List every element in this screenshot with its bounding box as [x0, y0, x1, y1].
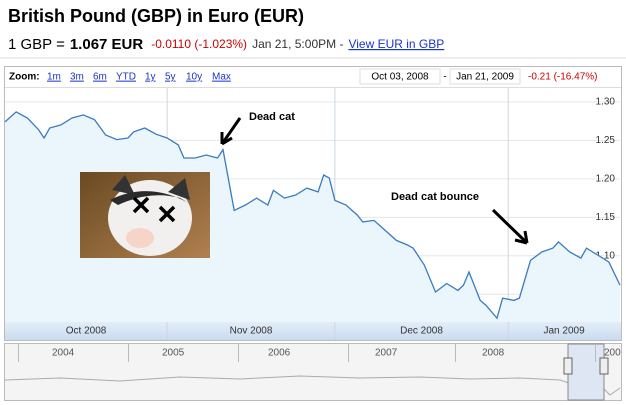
change: -0.0110 (-1.023%)	[151, 37, 247, 51]
year-label: 2006	[268, 348, 291, 359]
navigator-handle[interactable]	[599, 357, 609, 375]
range-box	[359, 68, 441, 85]
zoom-option[interactable]: 5y	[165, 72, 176, 83]
range-change: -0.21 (-16.47%)	[528, 72, 597, 83]
cat-picture	[80, 172, 210, 258]
navigator-window[interactable]	[567, 343, 605, 401]
navigator	[4, 343, 622, 401]
link[interactable]: View EUR in GBP	[348, 37, 444, 51]
arrow	[220, 117, 242, 146]
area-fill	[5, 111, 620, 323]
x-tick-label: Jan 2009	[544, 326, 586, 337]
month-bar	[5, 322, 621, 340]
x-tick-label: Nov 2008	[230, 326, 273, 337]
range-end: Jan 21, 2009	[456, 72, 514, 83]
arrow	[491, 208, 529, 245]
y-tick-label: 1.20	[596, 173, 616, 184]
x-tick-label: Oct 2008	[66, 326, 107, 337]
year-label: 2005	[162, 348, 185, 359]
zoom-option[interactable]: 1y	[145, 72, 156, 83]
annotation: Dead cat bounce	[391, 191, 479, 203]
cat-fur	[110, 191, 192, 205]
quote-prefix: 1 GBP =	[8, 36, 65, 53]
quote: 1.067 EUR	[70, 36, 144, 53]
zoom-option[interactable]: 6m	[93, 72, 107, 83]
year-label: 2007	[375, 348, 398, 359]
annotation: Dead cat	[249, 111, 295, 123]
price-line	[4, 111, 621, 320]
year-label: 200	[604, 348, 621, 359]
zoom-option[interactable]: YTD	[116, 72, 136, 83]
cat-paw	[126, 228, 154, 248]
y-tick-label: 1.30	[596, 96, 616, 107]
title-bar	[0, 0, 626, 32]
y-tick-label: 1.25	[596, 135, 616, 146]
range-sep: -	[443, 72, 446, 83]
title: British Pound (GBP) in Euro (EUR)	[8, 6, 304, 26]
zoom-option[interactable]: Max	[212, 72, 231, 83]
x-tick-label: Dec 2008	[400, 326, 443, 337]
y-tick-label: 1.15	[596, 212, 616, 223]
range-start: Oct 03, 2008	[371, 72, 429, 83]
range-box	[449, 68, 521, 85]
y-tick-label: 1.10	[596, 250, 616, 261]
quote-line: 1 GBP = 1.067 EUR -0.0110 (-1.023%) Jan 21,…	[8, 36, 444, 53]
year-label: 2004	[52, 348, 75, 359]
cat-x-eyes	[132, 196, 176, 223]
zoom-option[interactable]: 1m	[47, 72, 61, 83]
time: Jan 21, 5:00PM -	[252, 37, 343, 51]
year-label: 2008	[482, 348, 505, 359]
zoom-option[interactable]: 10y	[186, 72, 202, 83]
navigator-handle[interactable]	[563, 357, 573, 375]
zoom-option[interactable]: 3m	[70, 72, 84, 83]
zoom-label: Zoom:	[9, 72, 40, 83]
